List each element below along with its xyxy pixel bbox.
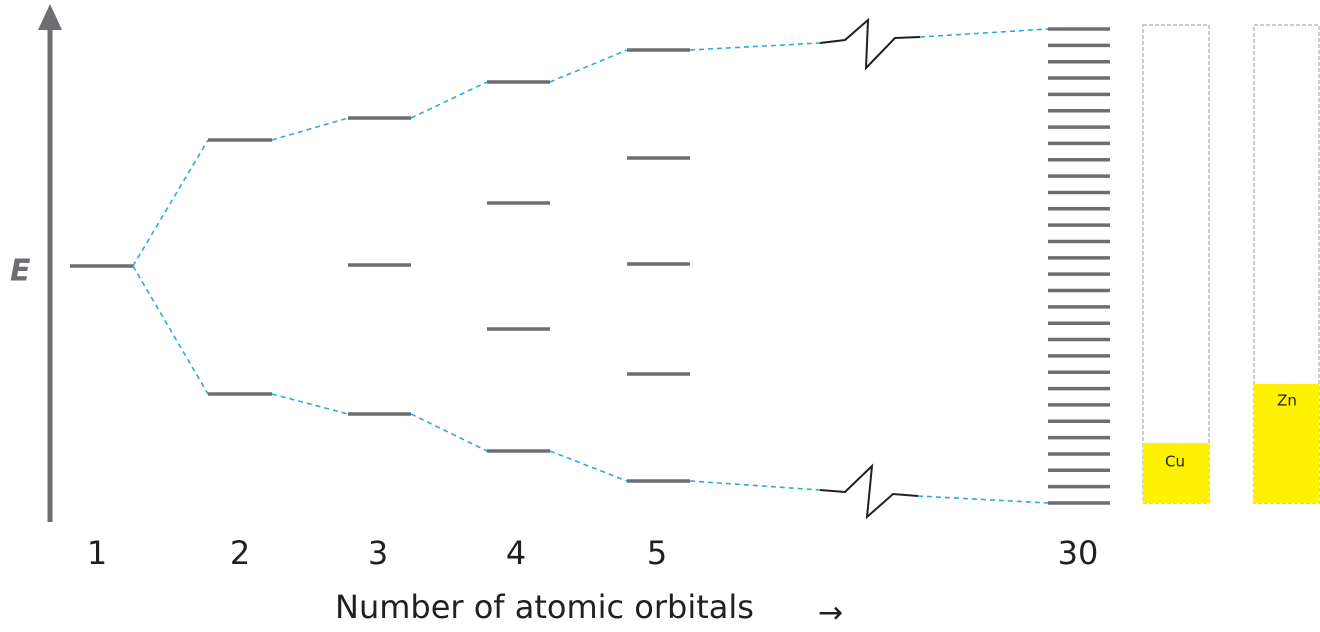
axis-break	[819, 17, 921, 71]
connector	[689, 42, 821, 51]
connector	[132, 139, 209, 267]
band-box	[1142, 24, 1210, 504]
connector	[410, 413, 488, 452]
connector	[689, 480, 821, 491]
x-axis-title: Number of atomic orbitals	[335, 588, 754, 626]
band-box	[1253, 24, 1320, 504]
energy-label: E	[10, 254, 31, 289]
band-fill	[1254, 384, 1319, 503]
connector	[410, 81, 488, 119]
connector	[132, 265, 209, 395]
column-label: 3	[368, 534, 388, 572]
axis-arrowhead	[38, 4, 62, 30]
connector	[549, 49, 628, 83]
band-label: Cu	[1165, 453, 1185, 471]
band-fill	[1143, 443, 1209, 503]
connector	[271, 117, 349, 141]
column-label: 1	[87, 534, 107, 572]
connector	[271, 393, 349, 415]
axis-break	[819, 463, 919, 520]
band-label: Zn	[1277, 392, 1297, 410]
connector	[919, 28, 1049, 38]
column-label: 2	[230, 534, 250, 572]
column-label: 30	[1058, 534, 1099, 572]
connector	[917, 495, 1049, 504]
column-label: 4	[506, 534, 526, 572]
column-label: 5	[647, 534, 667, 572]
connector	[549, 450, 628, 482]
x-axis-arrow: →	[818, 596, 843, 631]
